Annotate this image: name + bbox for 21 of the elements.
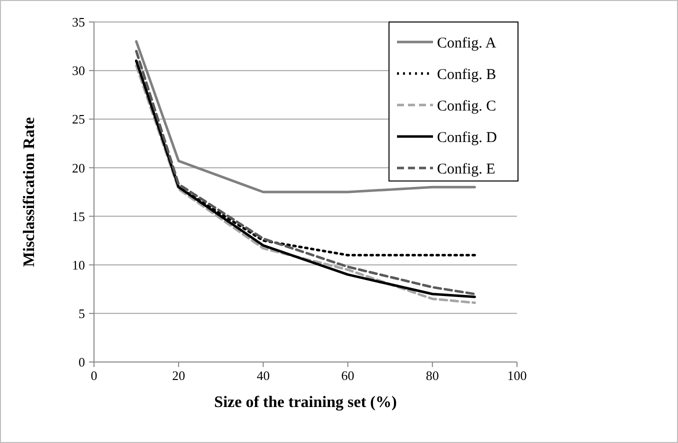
legend-label: Config. C [437,98,496,114]
y-tick-label: 20 [72,160,85,176]
y-tick-label: 15 [72,208,85,224]
legend-label: Config. E [437,161,496,178]
y-tick-label: 35 [72,14,85,30]
y-tick-label: 10 [72,257,85,272]
y-tick-label: 30 [72,63,85,78]
x-axis-title: Size of the training set (%) [214,394,397,411]
legend-label: Config. D [437,130,498,146]
legend-label: Config. A [437,35,496,52]
x-tick-label: 40 [256,368,270,383]
y-axis-title: Misclassification Rate [21,117,38,267]
y-tick-label: 25 [72,112,85,127]
x-tick-label: 60 [341,368,354,383]
x-tick-label: 20 [172,368,186,383]
y-tick-label: 5 [78,306,85,321]
x-tick-label: 100 [507,368,527,383]
x-tick-label: 80 [426,368,439,383]
y-tick-label: 0 [78,354,85,370]
legend-label: Config. B [437,66,496,83]
x-tick-label: 0 [90,368,98,383]
